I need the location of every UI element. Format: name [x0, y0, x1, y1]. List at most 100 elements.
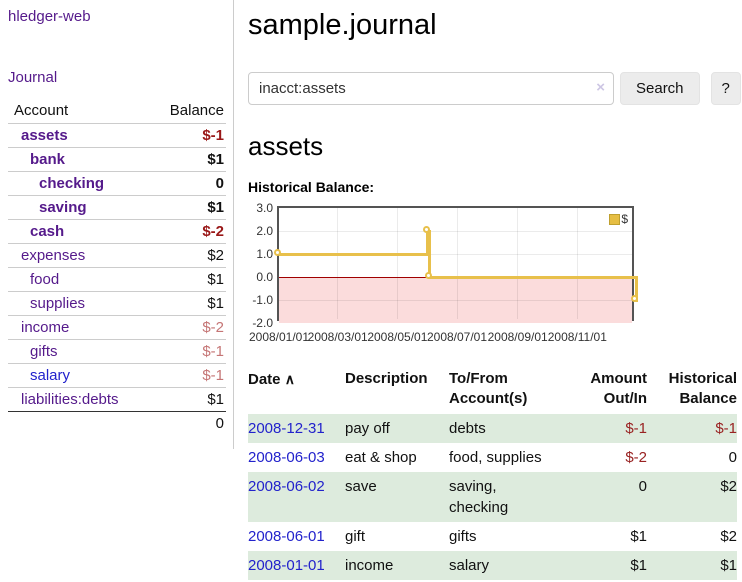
help-button[interactable]: ? — [710, 72, 741, 105]
sidebar-account-rows: assets $-1 bank $1 checking 0 saving $1 cash $-2 e… — [8, 123, 226, 436]
account-link[interactable]: expenses — [21, 247, 86, 264]
h-gridline — [279, 230, 632, 232]
h-gridline — [279, 253, 632, 255]
transaction-row[interactable]: 2008-06-01 gift gifts $1 $2 — [248, 522, 737, 551]
clear-search-icon[interactable]: × — [596, 79, 605, 96]
transaction-description: pay off — [345, 420, 390, 437]
transaction-accounts: food, supplies — [449, 449, 542, 466]
register-header-row: Date ∧ Description To/From Account(s) Am… — [248, 369, 737, 414]
transaction-amount: $1 — [630, 557, 647, 574]
data-point-marker — [422, 226, 430, 233]
account-link[interactable]: salary — [30, 367, 71, 384]
account-link[interactable]: saving — [39, 199, 87, 216]
account-link[interactable]: bank — [30, 151, 66, 168]
x-axis-label: 2008/11/01 — [547, 330, 607, 344]
v-gridline — [456, 208, 458, 319]
negative-region — [279, 277, 632, 323]
transaction-amount: 0 — [638, 478, 647, 495]
account-row: liabilities:debts $1 — [8, 387, 226, 412]
transaction-row[interactable]: 2008-12-31 pay off debts $-1 $-1 — [248, 414, 737, 443]
col-date[interactable]: Date ∧ — [248, 371, 295, 388]
search-button[interactable]: Search — [620, 72, 700, 105]
transaction-date-link[interactable]: 2008-12-31 — [248, 420, 325, 437]
account-link[interactable]: income — [21, 319, 70, 336]
account-row: income $-2 — [8, 315, 226, 340]
legend-swatch — [609, 213, 621, 225]
account-balance: $1 — [207, 295, 224, 312]
transaction-date-link[interactable]: 2008-06-01 — [248, 528, 325, 545]
account-balance: $-2 — [202, 319, 224, 336]
transaction-description: save — [345, 478, 377, 495]
v-gridline — [396, 208, 398, 319]
account-link[interactable]: liabilities:debts — [21, 391, 119, 408]
account-link[interactable]: gifts — [30, 343, 58, 360]
account-link[interactable]: food — [30, 271, 60, 288]
col-amount: Amount Out/In — [590, 370, 647, 407]
line-segment — [634, 275, 638, 302]
account-row: checking 0 — [8, 171, 226, 196]
account-link[interactable]: assets — [21, 127, 68, 144]
transaction-date-link[interactable]: 2008-06-03 — [248, 449, 325, 466]
account-balance: $-1 — [202, 367, 224, 384]
account-row: gifts $-1 — [8, 339, 226, 364]
col-description: Description — [345, 370, 428, 387]
transaction-accounts: saving, checking — [449, 478, 509, 516]
transaction-row[interactable]: 2008-01-01 income salary $1 $1 — [248, 551, 737, 580]
line-segment — [429, 275, 636, 279]
search-input[interactable] — [248, 72, 614, 105]
x-axis-label: 2008/05/01 — [367, 330, 428, 344]
page-title: sample.journal — [248, 9, 437, 41]
account-link[interactable]: cash — [30, 223, 65, 240]
line-segment — [426, 229, 430, 256]
account-balance: $-2 — [202, 223, 224, 240]
accounts-col-balance: Balance — [169, 102, 224, 119]
account-balance: $2 — [207, 247, 224, 264]
transaction-date-link[interactable]: 2008-06-02 — [248, 478, 325, 495]
transaction-row[interactable]: 2008-06-03 eat & shop food, supplies $-2 0 — [248, 443, 737, 472]
y-axis-label: -2.0 — [252, 316, 273, 330]
account-row: saving $1 — [8, 195, 226, 220]
data-point-marker — [631, 295, 638, 302]
accounts-col-account: Account — [14, 102, 69, 119]
account-balance: $1 — [207, 391, 224, 408]
chart-legend: $ — [609, 212, 628, 226]
v-gridline — [576, 208, 578, 319]
account-heading: assets — [248, 131, 324, 161]
col-accounts: To/From Account(s) — [449, 370, 528, 407]
brand-link[interactable]: hledger-web — [8, 8, 91, 25]
transaction-date-link[interactable]: 2008-01-01 — [248, 557, 325, 574]
account-balance: $1 — [207, 151, 224, 168]
y-axis-label: -1.0 — [252, 293, 273, 307]
accounts-total: 0 — [215, 415, 224, 432]
transaction-description: income — [345, 557, 394, 574]
main-content: sample.journal × Search ? assets Histori… — [248, 0, 742, 580]
sort-asc-icon: ∧ — [284, 371, 295, 387]
nav-journal-link[interactable]: Journal — [8, 69, 58, 86]
accounts-table: Account Balance assets $-1 bank $1 checking 0… — [8, 99, 226, 435]
chart-plot-area: $ — [274, 206, 638, 323]
account-link[interactable]: checking — [39, 175, 105, 192]
transaction-accounts: salary — [449, 557, 490, 574]
transaction-balance: $2 — [720, 478, 737, 495]
account-link[interactable]: supplies — [30, 295, 86, 312]
line-segment — [428, 229, 432, 279]
search-form: × Search ? — [248, 72, 742, 105]
account-row: bank $1 — [8, 147, 226, 172]
transaction-balance: 0 — [728, 449, 737, 466]
data-point-marker — [424, 272, 432, 279]
data-point-marker — [274, 249, 281, 256]
account-balance: $-1 — [202, 343, 224, 360]
y-axis-label: 2.0 — [256, 224, 273, 238]
x-axis-label: 2008/03/01 — [307, 330, 368, 344]
account-row: cash $-2 — [8, 219, 226, 244]
sidebar: hledger-web Journal Account Balance asse… — [0, 0, 234, 449]
account-balance: $1 — [207, 199, 224, 216]
transaction-amount: $1 — [630, 528, 647, 545]
x-axis-label: 2008/09/01 — [487, 330, 548, 344]
transaction-balance: $1 — [720, 557, 737, 574]
balance-chart: $ 3.0 2.0 1.0 0.0 -1.0 -2.0 2008/01/01 2008/03/… — [248, 201, 742, 350]
transaction-balance: $-1 — [715, 420, 737, 437]
accounts-total-row: 0 — [8, 411, 226, 436]
transaction-description: eat & shop — [345, 449, 417, 466]
transaction-row[interactable]: 2008-06-02 save saving, checking 0 $2 — [248, 472, 737, 522]
